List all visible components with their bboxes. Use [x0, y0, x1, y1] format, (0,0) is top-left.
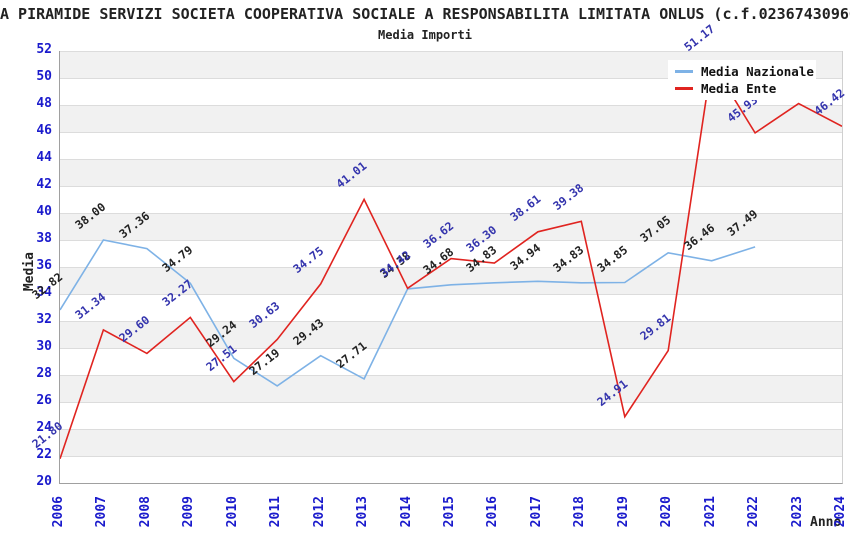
y-tick-label: 22 [36, 447, 52, 462]
x-tick-label: 2014 [398, 496, 414, 528]
x-tick-label: 2019 [615, 496, 631, 528]
x-tick-label: 2018 [572, 496, 588, 528]
x-axis-title: Anno [810, 515, 842, 530]
x-tick-label: 2024 [833, 496, 848, 528]
x-tick-label: 2008 [137, 496, 153, 528]
x-tick-label: 2022 [746, 496, 762, 528]
y-tick-label: 20 [36, 474, 52, 489]
legend-item-media-ente: Media Ente [675, 81, 809, 96]
y-tick-label: 52 [36, 42, 52, 57]
chart-subtitle: Media Importi [378, 28, 472, 42]
x-tick-label: 2010 [224, 496, 240, 528]
y-tick-label: 50 [36, 69, 52, 84]
x-tick-label: 2020 [659, 496, 675, 528]
x-tick-label: 2017 [528, 496, 544, 528]
x-tick-label: 2012 [311, 496, 327, 528]
x-tick-label: 2007 [94, 496, 110, 528]
x-tick-label: 2009 [181, 496, 197, 528]
x-tick-label: 2015 [442, 496, 457, 528]
legend-swatch-media-ente-icon [675, 87, 693, 90]
x-tick-label: 2013 [355, 496, 371, 528]
y-tick-label: 26 [36, 393, 52, 408]
y-tick-label: 28 [36, 366, 52, 381]
plot-area [59, 51, 843, 484]
y-tick-label: 38 [36, 231, 52, 246]
legend-swatch-media-nazionale-icon [675, 70, 693, 73]
y-tick-label: 46 [36, 123, 52, 138]
y-tick-label: 32 [36, 312, 52, 327]
x-tick-label: 2021 [702, 496, 718, 528]
x-tick-label: 2016 [485, 496, 501, 528]
y-tick-label: 34 [36, 285, 52, 300]
y-tick-label: 44 [36, 150, 52, 165]
legend: Media Nazionale Media Ente [668, 60, 816, 100]
y-tick-label: 36 [36, 258, 52, 273]
y-tick-label: 24 [36, 420, 52, 435]
x-tick-label: 2011 [268, 496, 284, 528]
x-tick-label: 2023 [789, 496, 805, 528]
y-tick-label: 40 [36, 204, 52, 219]
y-tick-label: 42 [36, 177, 52, 192]
legend-label-media-ente: Media Ente [701, 81, 777, 96]
chart-title: A PIRAMIDE SERVIZI SOCIETA COOPERATIVA S… [0, 5, 850, 23]
x-tick-label: 2006 [51, 496, 66, 528]
y-tick-label: 48 [36, 96, 52, 111]
legend-label-media-nazionale: Media Nazionale [701, 64, 814, 79]
legend-item-media-nazionale: Media Nazionale [675, 64, 814, 79]
y-tick-label: 30 [36, 339, 52, 354]
